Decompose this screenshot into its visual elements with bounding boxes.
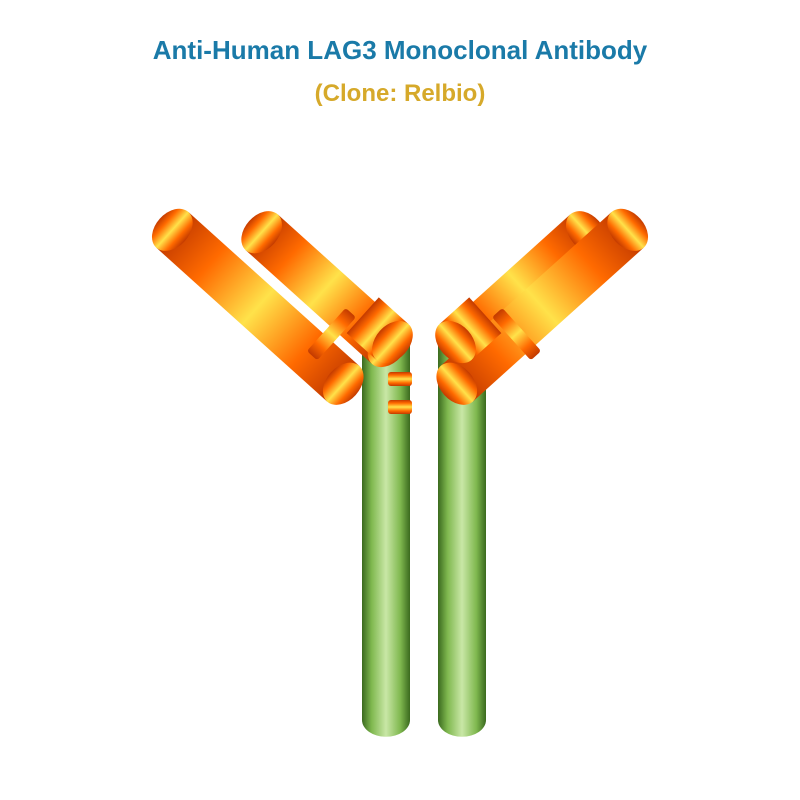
- page-subtitle: (Clone: Relbio): [0, 80, 800, 108]
- canvas: Anti-Human LAG3 Monoclonal Antibody (Clo…: [0, 0, 800, 800]
- antibody-diagram: [0, 140, 800, 745]
- page-title: Anti-Human LAG3 Monoclonal Antibody: [0, 35, 800, 66]
